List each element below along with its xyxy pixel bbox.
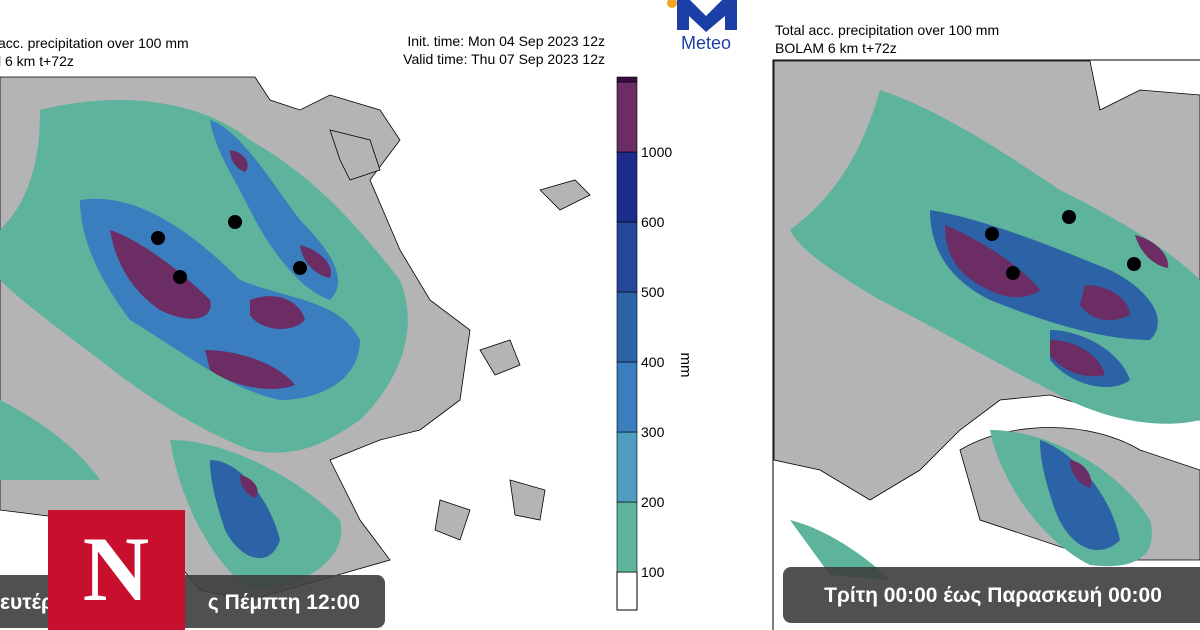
colorbar-label: 500 bbox=[641, 284, 665, 300]
badge bbox=[48, 510, 185, 630]
colorbar-segment bbox=[616, 151, 638, 223]
valid-time: Valid time: Thu 07 Sep 2023 12z bbox=[403, 51, 605, 67]
right-subtitle: BOLAM 6 km t+72z bbox=[775, 40, 897, 56]
colorbar-segment bbox=[616, 81, 638, 153]
colorbar-segment bbox=[616, 76, 638, 83]
right-map bbox=[772, 59, 1200, 630]
colorbar-label: 1000 bbox=[641, 144, 672, 160]
valid-date: Thu 07 Sep 2023 12z bbox=[471, 51, 605, 67]
right-caption: Τρίτη 00:00 έως Παρασκευή 00:00 bbox=[824, 584, 1162, 607]
colorbar: 100 200 300 400 500 600 1000 bbox=[616, 76, 672, 611]
colorbar-segment bbox=[616, 361, 638, 433]
valid-label: Valid time: bbox=[403, 51, 467, 67]
colorbar-label: 300 bbox=[641, 424, 665, 440]
colorbar-segment bbox=[616, 221, 638, 293]
logo-text: Meteo bbox=[681, 33, 731, 53]
colorbar-segment bbox=[616, 291, 638, 363]
left-subtitle: l 6 km t+72z bbox=[0, 53, 74, 69]
colorbar-label: 200 bbox=[641, 494, 665, 510]
right-caption-box bbox=[783, 567, 1200, 623]
meteo-logo: Meteo bbox=[667, 0, 737, 53]
colorbar-label: 100 bbox=[641, 564, 665, 580]
colorbar-unit: mm bbox=[677, 353, 694, 378]
left-map bbox=[0, 76, 612, 630]
colorbar-label: 600 bbox=[641, 214, 665, 230]
colorbar-segment bbox=[616, 501, 638, 573]
left-caption-end: ς Πέμπτη 12:00 bbox=[208, 591, 360, 614]
colorbar-below bbox=[616, 571, 638, 611]
init-time: Init. time: Mon 04 Sep 2023 12z bbox=[407, 33, 605, 49]
colorbar-segment bbox=[616, 431, 638, 503]
right-title: Total acc. precipitation over 100 mm bbox=[775, 22, 999, 38]
badge-letter: N bbox=[83, 518, 149, 620]
left-caption-start: ευτέρ bbox=[0, 591, 54, 614]
left-title: acc. precipitation over 100 mm bbox=[0, 35, 189, 51]
colorbar-label: 400 bbox=[641, 354, 665, 370]
